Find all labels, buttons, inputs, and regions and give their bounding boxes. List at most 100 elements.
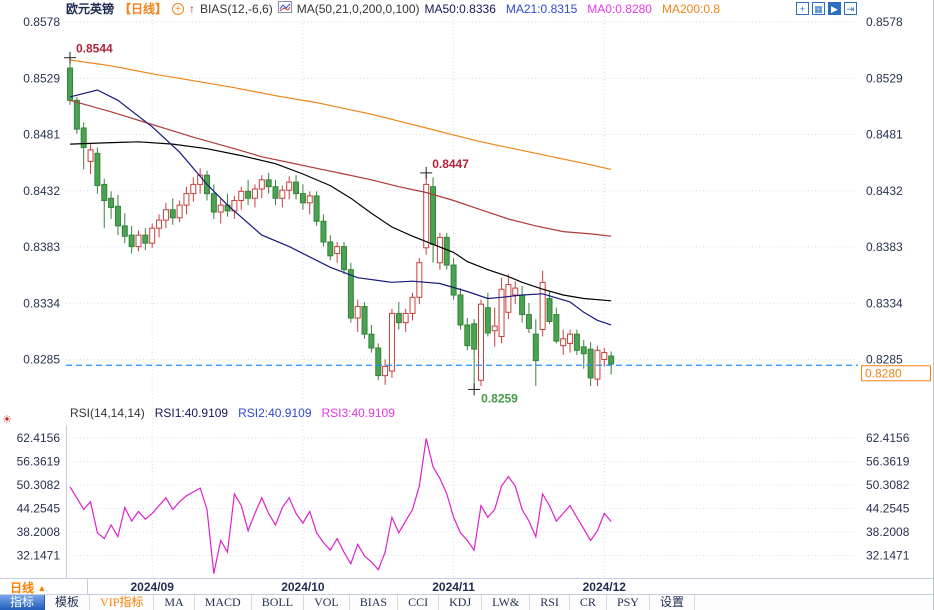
tab-BIAS[interactable]: BIAS [350, 595, 399, 610]
symbol-name: 欧元英镑 [66, 2, 115, 16]
up-arrow-icon[interactable]: ↑ [189, 1, 196, 16]
exit-icon[interactable]: ⇥ [844, 2, 857, 15]
tab-MACD[interactable]: MACD [195, 595, 252, 610]
date-axis: 日线 ▲ 2024/09 2024/10 2024/11 2024/12 [0, 578, 933, 595]
candle [114, 205, 121, 227]
ma-value-ma200: MA200:0.8 [661, 1, 721, 16]
price-rsi-chart[interactable]: 0.8578 0.8578 0.8529 0.8529 0.8481 0.8481 0.84… [0, 0, 934, 578]
price-tick-left: 0.8334 [23, 296, 60, 310]
price-tick-left: 0.8578 [23, 15, 60, 29]
ma-indicator-icon[interactable] [277, 1, 292, 16]
date-label-2024-11: 2024/11 [432, 580, 475, 594]
candle [457, 294, 464, 326]
candle [491, 325, 498, 332]
tab-指标[interactable]: 指标 [0, 595, 46, 610]
date-label-2024-12: 2024/12 [582, 580, 626, 594]
rsi-tick-left: 32.1471 [17, 549, 61, 563]
candle [121, 225, 128, 237]
tab-LW&[interactable]: LW& [482, 595, 531, 610]
candle [238, 190, 245, 202]
svg-text:0.8447: 0.8447 [432, 157, 469, 171]
candle [546, 297, 553, 322]
rsi-value-rsi3: RSI3:40.9109 [321, 406, 395, 420]
price-tick-left: 0.8481 [23, 128, 60, 142]
candle [464, 324, 471, 347]
candle [409, 296, 416, 314]
candle [320, 220, 327, 243]
tab-RSI[interactable]: RSI [530, 595, 570, 610]
price-tick-left: 0.8529 [23, 71, 60, 85]
candle [67, 67, 73, 101]
candle [183, 193, 190, 206]
price-tick-left: 0.8383 [23, 240, 60, 254]
rsi-tick-left: 44.2545 [17, 502, 61, 516]
candle [512, 287, 519, 296]
rsi-tick-left: 56.3619 [17, 455, 61, 469]
period-tag: 【日线】 [119, 2, 168, 16]
price-tick-right: 0.8383 [866, 240, 903, 254]
candle [375, 347, 382, 377]
candle [388, 312, 395, 372]
crosshair-icon[interactable]: + [796, 2, 809, 15]
annotation-0.8544: 0.8544 [64, 42, 113, 64]
annotation-0.8259: 0.8259 [468, 383, 518, 405]
period-label: 日线 [10, 581, 35, 595]
candle [573, 333, 580, 351]
candle [553, 314, 560, 342]
bias-indicator-label: BIAS(12,-6,6) [200, 1, 273, 16]
tab-MA[interactable]: MA [154, 595, 195, 610]
candle [505, 284, 512, 313]
candle [217, 204, 224, 213]
candle [423, 183, 430, 249]
rsi-tick-left: 38.2008 [17, 525, 61, 539]
price-tick-right: 0.8334 [866, 296, 903, 310]
candle [258, 179, 265, 190]
ma-value-ma21: MA21:0.8315 [505, 1, 578, 16]
period-selector[interactable]: 日线 ▲ [0, 579, 88, 595]
candlestick-series [67, 57, 615, 390]
candle [608, 355, 615, 365]
play-chart-icon[interactable]: ▶ [828, 2, 841, 15]
candle [327, 241, 334, 257]
candle [567, 333, 574, 344]
tab-VOL[interactable]: VOL [304, 595, 350, 610]
candle [251, 188, 258, 199]
tab-CR[interactable]: CR [570, 595, 607, 610]
rsi-tick-right: 62.4156 [866, 431, 910, 445]
candle [368, 333, 375, 349]
price-tick-right: 0.8529 [866, 71, 903, 85]
tab-VIP指标[interactable]: VIP指标 [90, 595, 155, 610]
ma-legend-values: MA50:0.8336 MA21:0.8315 MA0:0.8280 MA200:0.… [424, 2, 720, 16]
rsi-tick-right: 56.3619 [866, 455, 910, 469]
date-label-2024-09: 2024/09 [130, 580, 174, 594]
indicator-settings-icon[interactable]: ☀ [2, 414, 12, 426]
candle [87, 149, 94, 162]
rsi-legend: RSI(14,14,14) RSI1:40.9109 RSI2:40.9109 RS… [70, 406, 395, 420]
candle [169, 209, 176, 219]
grid-panel-icon[interactable]: ▦ [812, 2, 825, 15]
rsi-tick-left: 62.4156 [17, 431, 61, 445]
tab-PSY[interactable]: PSY [607, 595, 650, 610]
tab-CCI[interactable]: CCI [398, 595, 440, 610]
candle [525, 314, 532, 329]
candle [190, 183, 197, 195]
rsi-tick-left: 50.3082 [17, 478, 61, 492]
tab-设置[interactable]: 设置 [650, 595, 695, 610]
ma-params-label: MA(50,21,0,200,0,100) [296, 1, 420, 16]
candle [450, 264, 457, 296]
rsi-tick-right: 32.1471 [866, 549, 910, 563]
candle [361, 306, 368, 335]
price-tick-right: 0.8285 [866, 353, 903, 367]
tab-KDJ[interactable]: KDJ [439, 595, 483, 610]
rsi-value-rsi2: RSI2:40.9109 [238, 406, 312, 420]
tab-模板[interactable]: 模板 [45, 595, 91, 610]
candle [156, 219, 163, 229]
add-indicator-icon[interactable]: + [172, 2, 185, 15]
candle [265, 179, 272, 188]
candle [108, 197, 115, 208]
current-price-label: 0.8280 [865, 366, 902, 380]
svg-text:0.8544: 0.8544 [76, 42, 113, 56]
tab-BOLL[interactable]: BOLL [252, 595, 305, 610]
candle [532, 333, 539, 362]
price-tick-right: 0.8432 [866, 184, 903, 198]
